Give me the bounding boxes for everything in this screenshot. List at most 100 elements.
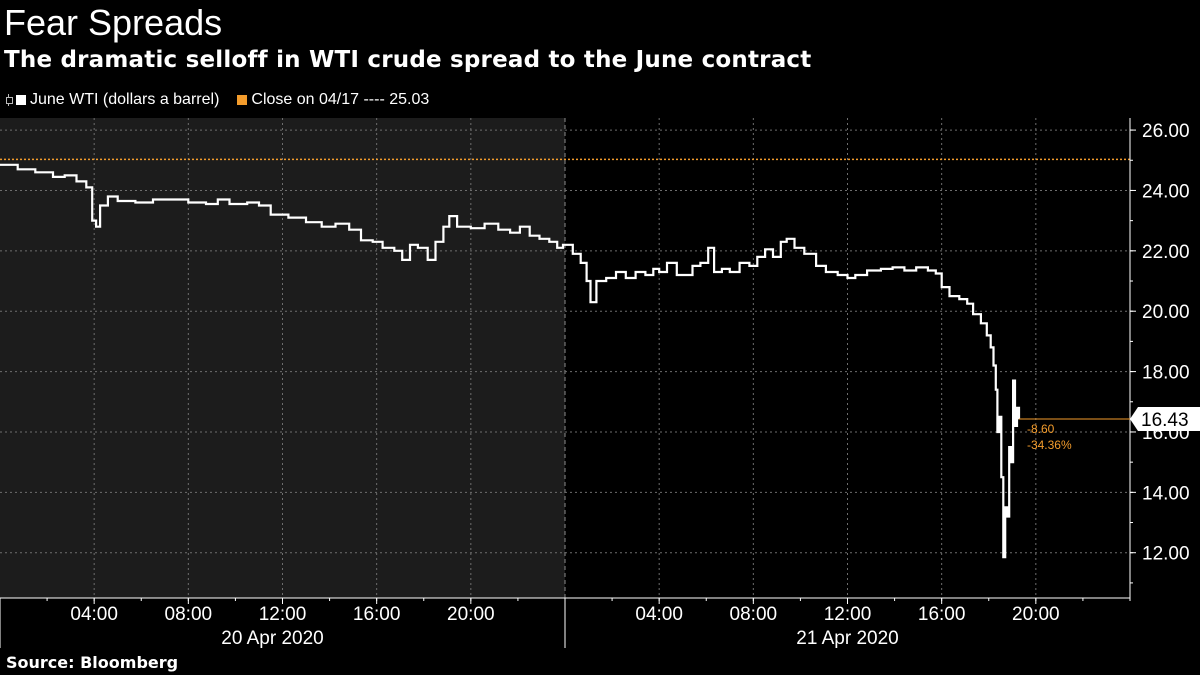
series-point [117,200,119,202]
change-pct-label: -34.36% [1027,438,1072,452]
y-tick-label: 24.00 [1142,181,1190,202]
candle-icon [6,94,13,106]
series-point [434,241,437,243]
series-point [305,221,307,223]
series-point [75,180,78,182]
x-tick-label: 16:00 [918,604,966,625]
series-point [644,274,647,276]
last-value-label: 16.43 [1141,410,1189,431]
series-point [1008,446,1010,448]
series-point [99,204,101,207]
series-point [666,262,668,264]
series-point [676,274,678,276]
series-point [786,238,788,240]
series-point [772,256,774,258]
x-tick-label: 20:00 [447,604,495,625]
series-point [803,253,805,255]
last-value-badge [1130,406,1200,431]
legend-item-june-wti: June WTI (dollars a barrel) [6,90,219,110]
legend-swatch-series [16,95,26,105]
series-point [442,226,444,228]
series-point [548,241,550,243]
series-point [684,274,686,276]
series-point [1000,476,1002,478]
series-point [270,214,272,216]
series-point [1002,556,1004,558]
x-tick-label: 20:00 [1012,604,1060,625]
series-point [85,186,87,189]
series-point [707,247,709,249]
series-point [756,256,758,258]
series-point [866,269,868,272]
series-point [52,176,54,178]
series-point [91,220,93,222]
y-tick-label: 14.00 [1142,483,1190,504]
y-tick-label: 18.00 [1142,363,1190,384]
chart-title: Fear Spreads [4,2,223,43]
series-point [595,280,597,282]
series-point [509,232,511,234]
series-point [721,268,723,270]
series-point [217,198,219,201]
y-tick-label: 22.00 [1142,242,1190,263]
legend: June WTI (dollars a barrel) Close on 04/… [6,90,429,110]
series-point [748,265,751,267]
y-tick-label: 26.00 [1142,121,1190,142]
series-point [107,195,109,198]
series-point [927,269,929,272]
legend-item-close: Close on 04/17 ---- 25.03 [237,90,429,110]
series-point [980,322,982,324]
series-point [34,171,36,173]
series-point [470,227,472,229]
series-point [793,247,796,249]
legend-label-close: Close on 04/17 ---- 25.03 [251,91,430,108]
legend-swatch-close [237,95,248,105]
series-point [990,346,992,349]
series-point [1004,506,1006,509]
series-point [562,244,564,246]
legend-label-series: June WTI (dollars a barrel) [30,91,220,108]
series-point [0,164,1,166]
series-point [17,168,19,170]
series-point [538,238,541,240]
series-point [205,203,207,205]
series-point [246,201,248,204]
series-point [360,239,362,241]
series-point [334,223,337,225]
series-point [658,271,660,273]
series-point [972,313,974,315]
series-point [825,271,827,273]
series-point [519,226,521,228]
series-point [652,268,654,270]
series-point [713,271,715,273]
series-point [764,248,766,250]
source-note: Source: Bloomberg [6,653,179,672]
series-point [948,295,951,297]
x-tick-label: 12:00 [824,604,872,625]
series-point [134,201,136,204]
series-point [372,241,374,243]
series-point [1010,461,1012,463]
x-date-label: 20 Apr 2020 [221,628,323,649]
series-point [321,226,323,228]
series-point [729,271,731,273]
x-tick-label: 08:00 [730,604,778,625]
series-point [381,247,384,249]
series-point [348,229,350,231]
series-point [585,280,588,282]
series-point [966,303,968,305]
series-point [287,217,289,219]
x-date-label: 21 Apr 2020 [796,628,898,649]
series-point [615,271,617,273]
series-point [1006,515,1008,518]
series-point [170,198,172,201]
series-point [903,269,905,272]
series-point [258,204,260,207]
series-point [483,223,486,225]
series-point [699,262,701,264]
series-point [935,272,937,275]
y-tick-label: 12.00 [1142,544,1190,565]
x-tick-label: 12:00 [259,604,307,625]
series-point [1016,407,1018,409]
series-point [880,268,882,270]
